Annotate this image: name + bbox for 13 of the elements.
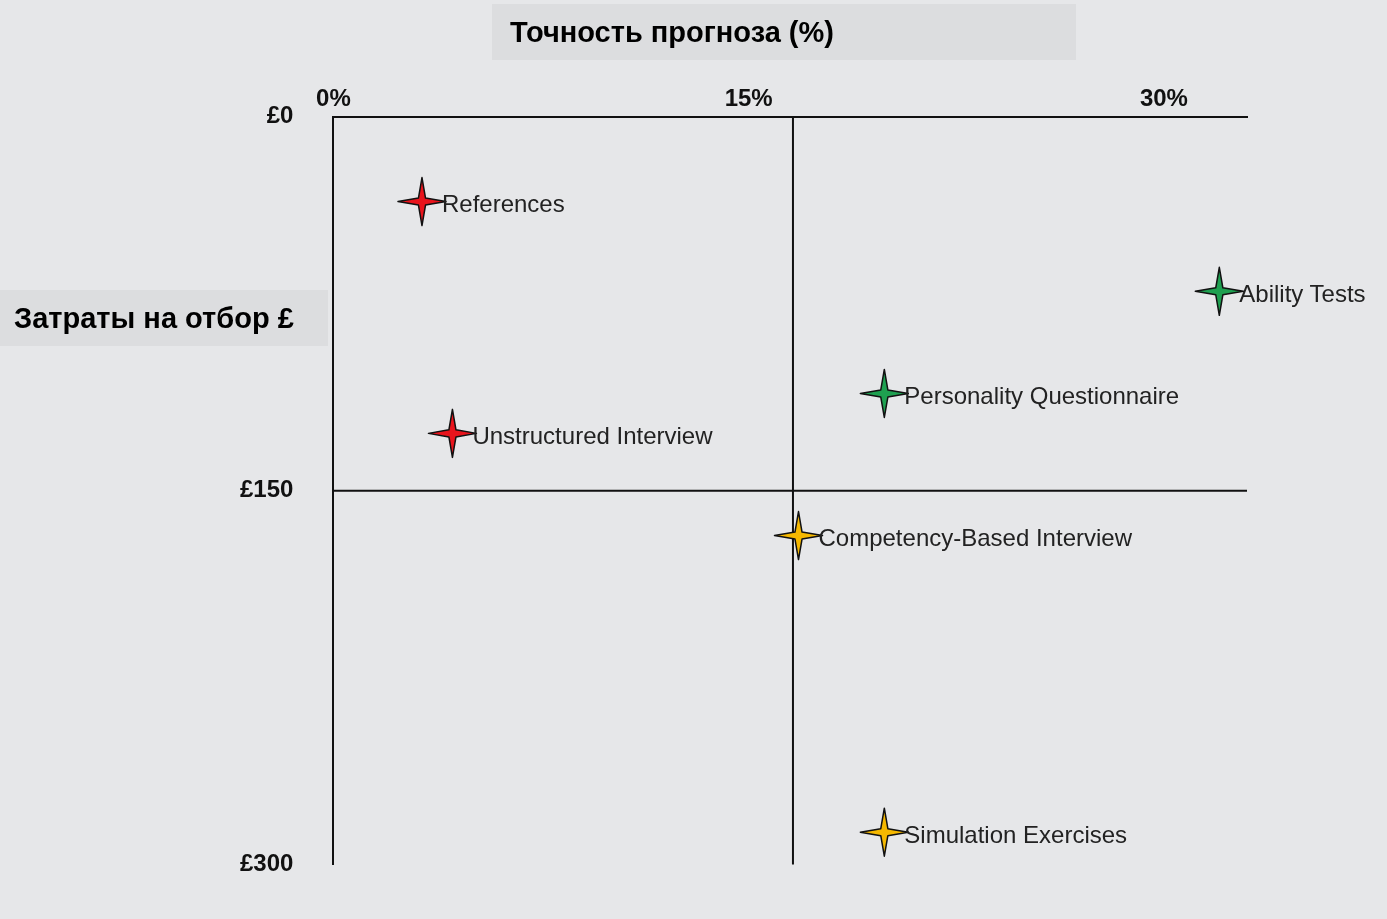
y-tick-label: £0 xyxy=(266,101,294,129)
annotation: Personality Questionnaire xyxy=(904,382,1180,410)
x-tick-label: 15% xyxy=(724,84,773,112)
x-tick-label: 30% xyxy=(1139,84,1188,112)
annotation: References xyxy=(441,190,565,218)
y-tick-label: £150 xyxy=(240,475,294,503)
annotation: Unstructured Interview xyxy=(472,421,714,449)
annotation: Ability Tests xyxy=(1239,279,1366,307)
annotation: Simulation Exercises xyxy=(904,820,1128,848)
x-axis-title: Точность прогноза (%) xyxy=(509,15,834,50)
x-tick-label: 0% xyxy=(316,84,351,112)
annotation: Competency-Based Interview xyxy=(818,524,1133,552)
y-tick-label: £300 xyxy=(240,849,294,877)
